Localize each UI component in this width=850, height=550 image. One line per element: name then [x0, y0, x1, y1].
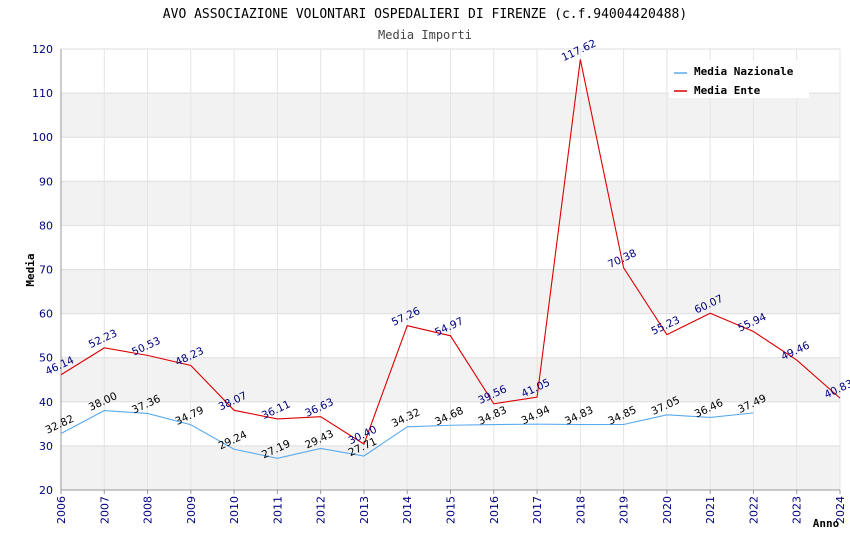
- series-lines: [60, 59, 841, 459]
- y-tick-label: 90: [39, 175, 53, 188]
- x-tick-label: 2015: [445, 496, 458, 524]
- x-tick-label: 2024: [834, 496, 847, 524]
- x-tick-label: 2020: [661, 496, 674, 524]
- chart-title: AVO ASSOCIAZIONE VOLONTARI OSPEDALIERI D…: [163, 7, 687, 22]
- x-tick-label: 2016: [488, 496, 501, 524]
- x-axis-ticks: 2006 2007 2008 2009 2010 2011 2012 2013 2014 2015…: [55, 490, 847, 524]
- y-axis-title: Media: [24, 253, 37, 286]
- x-tick-label: 2006: [55, 496, 68, 524]
- x-tick-label: 2009: [185, 496, 198, 524]
- y-tick-label: 60: [39, 308, 53, 321]
- x-tick-label: 2013: [358, 496, 371, 524]
- y-tick-label: 30: [39, 440, 53, 453]
- x-tick-label: 2023: [791, 496, 804, 524]
- x-tick-label: 2021: [704, 496, 717, 524]
- x-tick-label: 2017: [531, 496, 544, 524]
- y-tick-label: 120: [32, 43, 53, 56]
- x-tick-label: 2010: [228, 496, 241, 524]
- y-tick-label: 70: [39, 264, 53, 277]
- y-tick-label: 20: [39, 484, 53, 497]
- legend-box: [669, 60, 809, 98]
- y-axis-ticks: 20 30 40 50 60 70 80 90 100 110 120: [32, 43, 53, 497]
- series-line-media-nazionale: [60, 410, 754, 459]
- y-tick-label: 50: [39, 352, 53, 365]
- y-tick-label: 100: [32, 131, 53, 144]
- x-tick-label: 2011: [271, 496, 284, 524]
- y-tick-label: 40: [39, 396, 53, 409]
- x-tick-label: 2022: [747, 496, 760, 524]
- chart-subtitle: Media Importi: [378, 28, 472, 42]
- legend-label-media-ente: Media Ente: [694, 84, 761, 97]
- x-tick-label: 2012: [315, 496, 328, 524]
- legend-label-media-nazionale: Media Nazionale: [694, 65, 794, 78]
- x-tick-label: 2019: [618, 496, 631, 524]
- x-axis-title: Anno: [813, 517, 840, 530]
- legend: Media Nazionale Media Ente: [669, 60, 809, 98]
- series-line-media-ente: [60, 59, 841, 445]
- x-tick-label: 2014: [401, 496, 414, 524]
- x-tick-label: 2007: [98, 496, 111, 524]
- x-tick-label: 2018: [574, 496, 587, 524]
- y-tick-label: 110: [32, 87, 53, 100]
- y-tick-label: 80: [39, 219, 53, 232]
- x-tick-label: 2008: [142, 496, 155, 524]
